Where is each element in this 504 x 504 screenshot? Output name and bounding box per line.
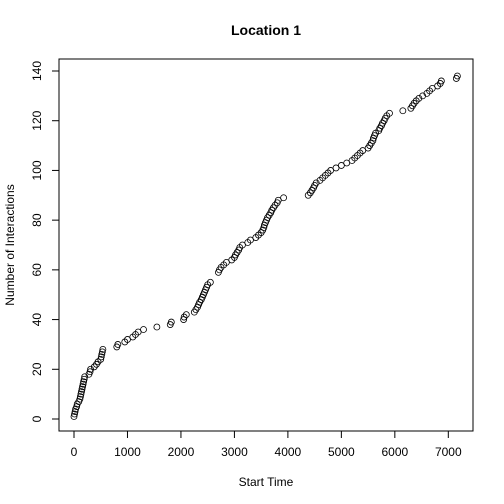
data-point	[415, 94, 423, 102]
data-point	[79, 380, 87, 388]
y-tick-label: 60	[30, 263, 44, 277]
data-point	[274, 196, 282, 204]
data-point	[98, 350, 106, 358]
data-point	[114, 341, 122, 348]
data-point	[70, 413, 78, 420]
data-point	[97, 353, 105, 361]
plot-frame	[58, 58, 474, 432]
y-axis: 0 20 40 60 80 100 120 140	[30, 61, 60, 422]
x-tick-label: 1000	[114, 445, 141, 459]
data-point	[312, 179, 320, 187]
data-point	[97, 355, 105, 363]
data-point	[337, 162, 345, 169]
data-point	[369, 137, 377, 145]
data-point	[79, 383, 86, 391]
chart-title: Location 1	[231, 22, 301, 38]
data-point	[140, 326, 147, 333]
data-point	[206, 278, 214, 286]
x-tick-label: 4000	[275, 445, 302, 459]
data-point	[80, 375, 88, 383]
data-point	[78, 385, 86, 393]
data-point	[87, 365, 94, 373]
data-point	[247, 236, 254, 244]
data-point	[153, 323, 161, 331]
data-point	[399, 107, 407, 115]
x-axis: 0 1000 2000 3000 4000 5000 6000 7000	[71, 430, 462, 459]
data-point	[332, 164, 340, 172]
x-tick-label: 6000	[381, 445, 408, 459]
data-point	[77, 393, 84, 401]
data-point	[80, 378, 88, 386]
data-point	[260, 224, 268, 232]
data-point	[98, 348, 106, 356]
data-point	[182, 311, 190, 319]
data-point	[77, 390, 85, 398]
data-point	[304, 191, 312, 199]
data-point	[86, 368, 94, 376]
y-tick-label: 140	[30, 61, 44, 81]
data-point	[71, 410, 78, 418]
data-point	[327, 167, 335, 174]
data-points	[70, 72, 461, 420]
data-point	[271, 201, 279, 209]
data-point	[124, 336, 131, 343]
data-point	[180, 313, 188, 321]
data-point	[71, 408, 79, 415]
data-point	[167, 318, 175, 326]
y-tick-label: 0	[30, 415, 44, 422]
x-tick-label: 3000	[221, 445, 248, 459]
data-point	[90, 363, 98, 371]
data-point	[437, 77, 445, 85]
data-point	[134, 328, 142, 336]
y-tick-label: 80	[30, 213, 44, 227]
x-tick-label: 7000	[435, 445, 462, 459]
y-tick-label: 20	[30, 362, 44, 376]
data-point	[453, 72, 461, 80]
data-point	[410, 99, 418, 107]
y-tick-label: 120	[30, 110, 44, 130]
data-point	[343, 159, 351, 167]
data-point	[76, 395, 84, 403]
data-point	[78, 388, 85, 396]
data-point	[386, 109, 393, 117]
data-point	[359, 147, 367, 154]
x-tick-label: 5000	[328, 445, 355, 459]
data-point	[222, 258, 230, 266]
x-axis-label: Start Time	[239, 475, 294, 489]
data-point	[99, 345, 107, 353]
data-point	[280, 194, 288, 202]
x-tick-label: 2000	[168, 445, 195, 459]
y-axis-label: Number of Interactions	[3, 184, 17, 305]
x-tick-label: 0	[71, 445, 78, 459]
y-tick-label: 40	[30, 313, 44, 327]
data-point	[428, 85, 436, 92]
y-tick-label: 100	[30, 160, 44, 180]
data-point	[239, 241, 246, 249]
